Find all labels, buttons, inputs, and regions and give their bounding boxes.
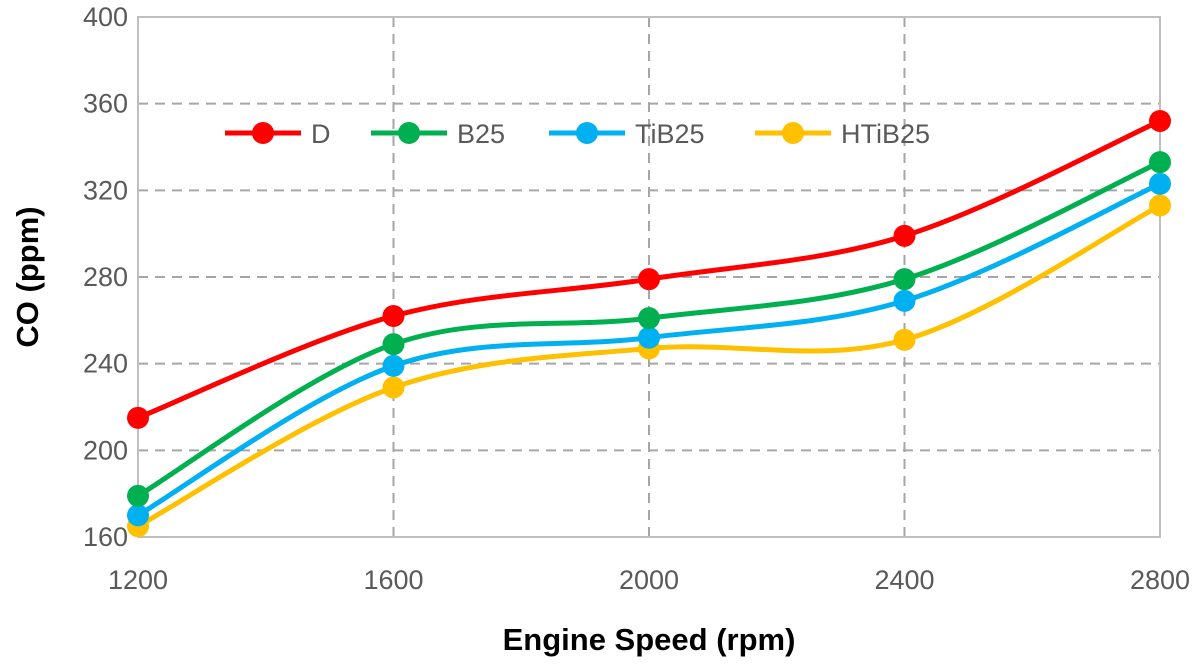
- x-tick-label: 2000: [619, 565, 679, 595]
- x-tick-label: 2800: [1130, 565, 1190, 595]
- data-point-tib25: [638, 326, 660, 349]
- data-point-b25: [893, 268, 916, 291]
- data-point-d: [382, 305, 405, 327]
- x-axis-tick-labels: 1200 1600 2000 2400 2800: [108, 565, 1190, 595]
- x-tick-label: 1600: [363, 565, 423, 595]
- legend-swatch-marker: [782, 122, 804, 144]
- data-point-tib25: [382, 354, 405, 377]
- legend-item-htib25: HTiB25: [755, 119, 930, 149]
- y-axis-title: CO (ppm): [10, 206, 45, 347]
- y-tick-label: 240: [83, 349, 128, 379]
- y-tick-label: 200: [83, 435, 128, 465]
- legend-item-tib25: TiB25: [549, 119, 705, 149]
- y-tick-label: 280: [83, 262, 128, 292]
- legend-item-b25: B25: [371, 119, 505, 149]
- legend-label: HTiB25: [841, 119, 930, 149]
- plot-area-border: [137, 16, 1161, 538]
- y-tick-label: 400: [83, 2, 128, 32]
- data-point-tib25: [127, 504, 149, 527]
- data-point-b25: [1149, 151, 1171, 174]
- data-point-htib25: [1149, 194, 1171, 217]
- data-point-tib25: [893, 289, 916, 312]
- data-point-tib25: [1149, 172, 1171, 195]
- data-point-b25: [638, 307, 660, 330]
- legend-swatch-marker: [252, 122, 274, 144]
- data-point-b25: [127, 484, 149, 507]
- data-point-d: [127, 406, 149, 429]
- y-tick-label: 320: [83, 175, 128, 205]
- data-point-d: [1149, 110, 1171, 132]
- y-tick-label: 360: [83, 89, 128, 119]
- series-markers: [127, 110, 1171, 538]
- legend-item-d: D: [225, 119, 331, 149]
- x-tick-label: 1200: [108, 565, 168, 595]
- x-axis-title: Engine Speed (rpm): [503, 622, 796, 657]
- legend-label: D: [311, 119, 331, 149]
- data-point-htib25: [382, 376, 405, 399]
- y-tick-label: 160: [83, 522, 128, 552]
- x-tick-label: 2400: [874, 565, 934, 595]
- legend-swatch-marker: [398, 122, 420, 144]
- legend-label: B25: [457, 119, 505, 149]
- data-point-htib25: [893, 328, 916, 351]
- data-point-d: [893, 224, 916, 247]
- y-axis-tick-labels: 160 200 240 280 320 360 400: [83, 2, 128, 552]
- data-point-b25: [382, 333, 405, 356]
- legend-swatch-marker: [576, 122, 598, 144]
- legend-label: TiB25: [635, 119, 705, 149]
- legend: D B25 TiB25 HTiB25: [225, 119, 930, 149]
- data-point-d: [638, 268, 660, 291]
